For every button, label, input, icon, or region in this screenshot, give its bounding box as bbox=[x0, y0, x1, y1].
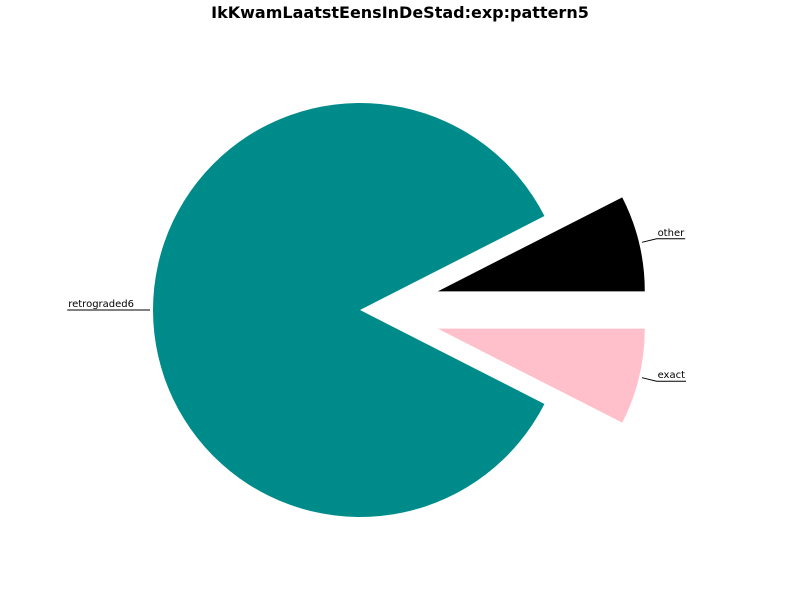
chart-title: IkKwamLaatstEensInDeStad:exp:pattern5 bbox=[211, 3, 589, 22]
leader-line-other bbox=[641, 238, 686, 243]
leader-line-exact bbox=[641, 377, 687, 382]
slice-label-exact: exact bbox=[658, 370, 686, 381]
pie-slice-retrograded6 bbox=[153, 103, 545, 517]
slice-label-retrograded6: retrograded6 bbox=[68, 299, 134, 310]
slice-label-other: other bbox=[658, 228, 686, 239]
pie-slice-exact bbox=[437, 328, 645, 423]
pie-slice-other bbox=[437, 197, 645, 292]
